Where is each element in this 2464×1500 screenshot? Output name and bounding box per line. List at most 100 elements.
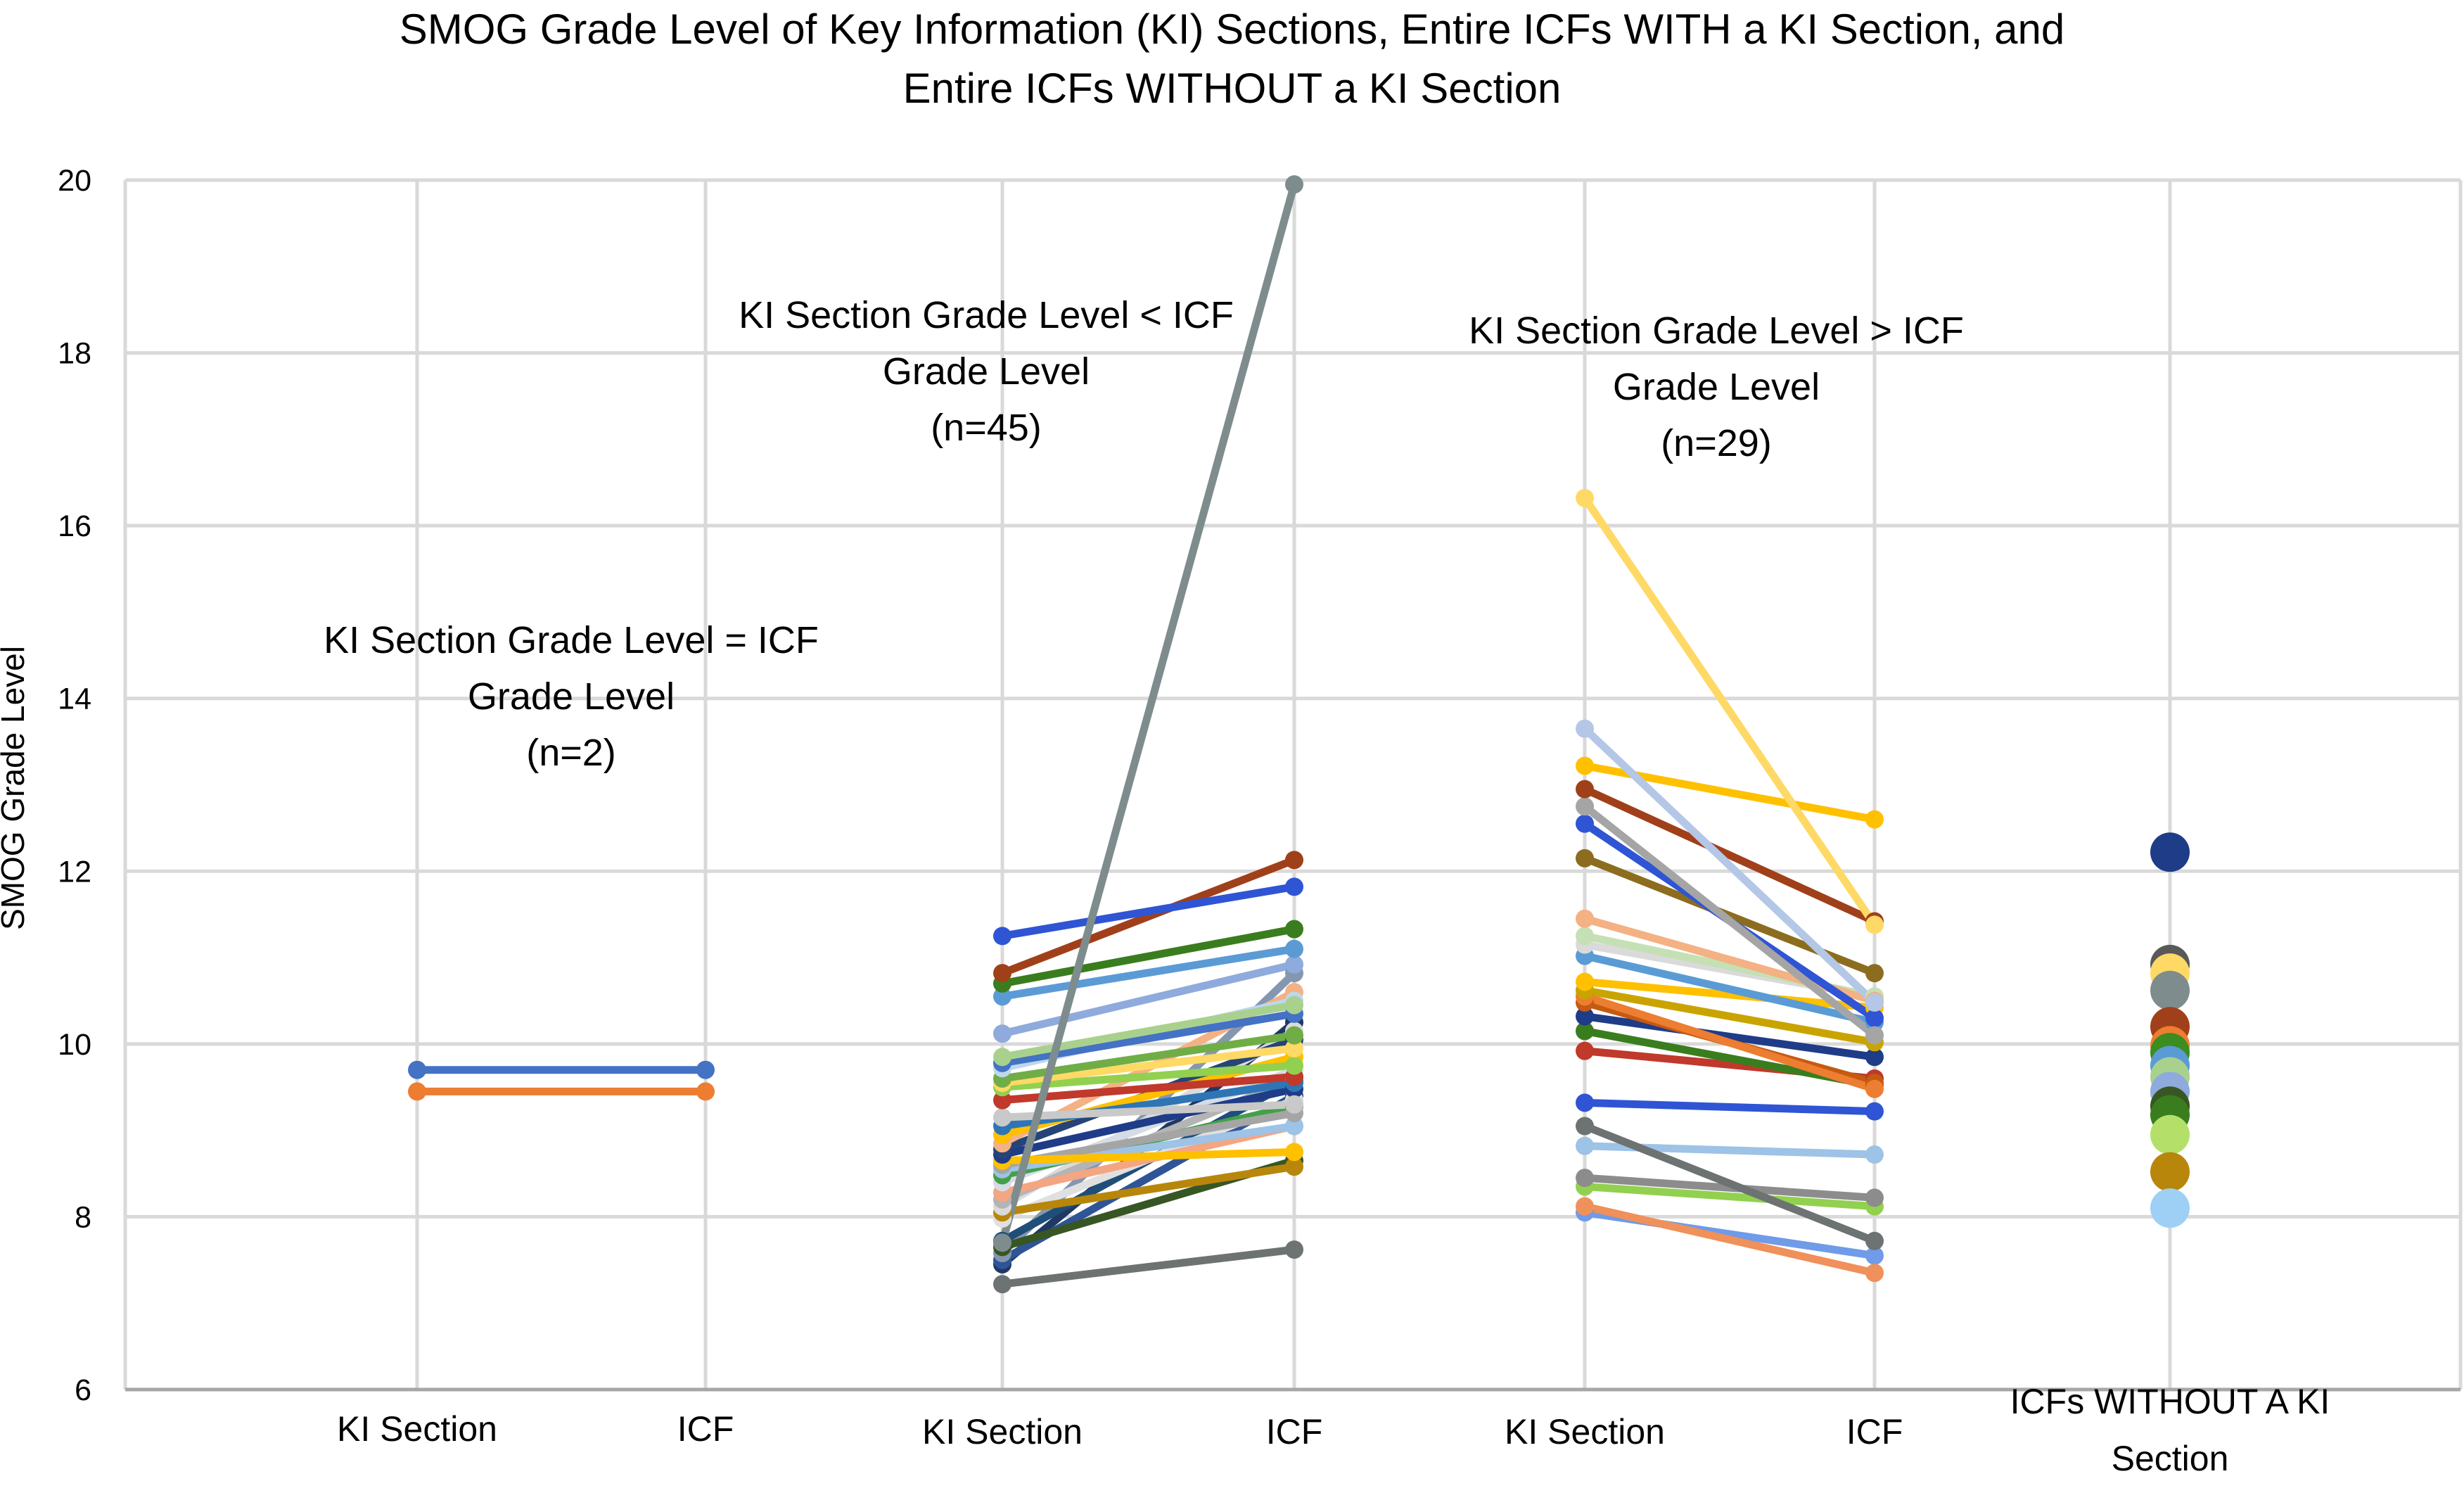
annotation-less-line-1: KI Section Grade Level < ICF [739, 294, 1234, 336]
y-tick-label: 10 [58, 1028, 91, 1062]
category-label: KI Section [1505, 1412, 1665, 1451]
icf-point [1865, 993, 1884, 1012]
series-line [1581, 1182, 1879, 1211]
no-ki-point [2150, 970, 2190, 1010]
series-lines [413, 180, 1879, 1288]
series-line [998, 180, 1298, 1247]
ki-point [1576, 719, 1594, 738]
ki-point [1576, 780, 1594, 799]
ki-point [1576, 927, 1594, 946]
series-line [998, 1148, 1298, 1165]
ki-point [1576, 848, 1594, 867]
annotation-equal: KI Section Grade Level = ICF Grade Level… [324, 612, 819, 781]
annotation-greater-line-1: KI Section Grade Level > ICF [1469, 310, 1964, 352]
y-tick-label: 6 [75, 1373, 91, 1407]
annotation-greater-line-3: (n=29) [1661, 422, 1772, 464]
category-label: ICF [1266, 1412, 1323, 1451]
icf-point [1865, 1145, 1884, 1164]
series-line [998, 1100, 1298, 1121]
series-line [998, 856, 1298, 977]
y-tick-label: 12 [58, 855, 91, 889]
icf-point [1285, 955, 1303, 974]
icf-point [1285, 1056, 1303, 1075]
ki-point [1576, 797, 1594, 816]
annotation-equal-line-2: Grade Level [467, 675, 675, 718]
icf-point [1865, 1079, 1884, 1098]
series-line [998, 1085, 1298, 1159]
ki-point [1576, 488, 1594, 507]
icf-point [1865, 1231, 1884, 1250]
ki-point [1576, 1022, 1594, 1041]
icf-point [1865, 1102, 1884, 1121]
series-line [1581, 977, 1879, 1012]
series-line [998, 1162, 1298, 1216]
series-line [1581, 952, 1879, 1027]
icf-point [1865, 1246, 1884, 1265]
category-labels: KI Section ICF KI Section ICF KI Section ICF I… [337, 1382, 2330, 1478]
ki-point [993, 964, 1011, 983]
ki-point [1576, 756, 1594, 775]
icf-point [1865, 1188, 1884, 1207]
ki-point [1576, 1007, 1594, 1026]
icf-point [1285, 1095, 1303, 1114]
icf-point [696, 1060, 715, 1079]
icf-point [1285, 939, 1303, 958]
category-label: KI Section [922, 1412, 1083, 1451]
category-label: ICF [1846, 1412, 1903, 1451]
series-line [1581, 1202, 1879, 1277]
series-line [998, 960, 1298, 1038]
series-line [1581, 494, 1879, 929]
ki-point [993, 987, 1011, 1006]
y-tick-label: 8 [75, 1200, 91, 1234]
series-line [1581, 1098, 1879, 1116]
y-tick-labels: 6 8 10 12 14 16 18 20 [58, 164, 91, 1407]
series-line [1581, 802, 1879, 1040]
ki-point [993, 1108, 1011, 1127]
ki-point [993, 1024, 1011, 1043]
series-line [998, 1062, 1298, 1091]
series-line [998, 1001, 1298, 1061]
category-label: KI Section [337, 1409, 497, 1449]
ki-point [993, 1048, 1011, 1067]
ki-point [1576, 1093, 1594, 1112]
annotation-greater-line-2: Grade Level [1612, 366, 1820, 408]
annotation-less-line-3: (n=45) [931, 407, 1042, 449]
icf-point [1285, 1038, 1303, 1057]
ki-point [1576, 1136, 1594, 1155]
series-line [998, 882, 1298, 940]
icf-point [1865, 810, 1884, 829]
series-line [1581, 1122, 1879, 1245]
series-line [1581, 725, 1879, 1007]
ki-point [1576, 814, 1594, 833]
icf-point [1285, 877, 1303, 896]
icf-point [1865, 1009, 1884, 1028]
ki-point [993, 927, 1011, 946]
category-label: ICF [677, 1409, 734, 1449]
icf-point [1285, 1117, 1303, 1136]
series-points [408, 175, 2190, 1294]
series-line [998, 925, 1298, 988]
ki-point [993, 1091, 1011, 1110]
icf-point [1865, 1026, 1884, 1045]
series-line [1581, 785, 1879, 926]
category-label: Section [2112, 1439, 2229, 1478]
icf-point [696, 1082, 715, 1101]
icf-point [1285, 175, 1303, 194]
series-line [1581, 1174, 1879, 1202]
icf-point [1285, 1143, 1303, 1162]
icf-point [1285, 996, 1303, 1015]
annotation-less: KI Section Grade Level < ICF Grade Level… [739, 287, 1234, 456]
y-tick-label: 18 [58, 337, 91, 371]
series-line [998, 1245, 1298, 1288]
gridlines [125, 178, 2460, 1390]
icf-point [1285, 1026, 1303, 1045]
no-ki-point [2150, 1114, 2190, 1155]
series-line [1581, 986, 1879, 1046]
icf-point [1285, 920, 1303, 939]
series-line [998, 945, 1298, 1000]
ki-point [408, 1060, 426, 1079]
icf-point [1865, 1264, 1884, 1283]
y-tick-label: 16 [58, 509, 91, 543]
axes [123, 178, 2463, 1392]
